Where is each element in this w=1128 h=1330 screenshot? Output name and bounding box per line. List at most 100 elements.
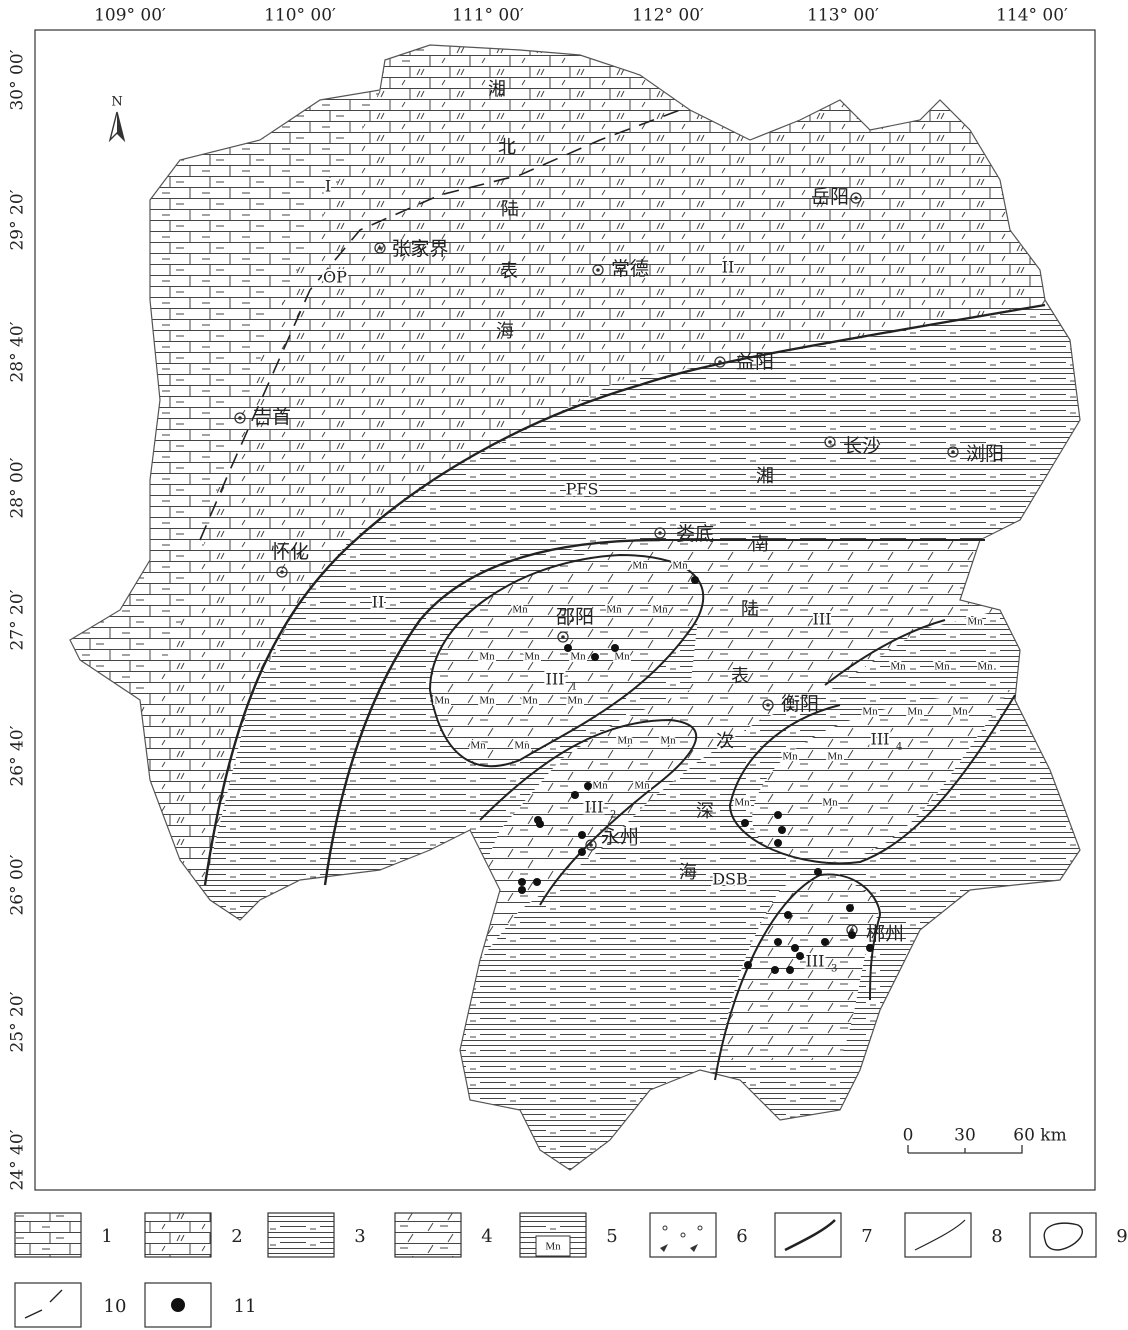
ore-deposit [796, 952, 804, 960]
ore-deposit [786, 966, 794, 974]
longitude-label: 109° 00′ [94, 6, 166, 26]
city-label: 长沙 [843, 435, 881, 457]
scale-label: 0 [903, 1126, 914, 1146]
mn-label: Mn [632, 560, 648, 572]
city-symbol-dot [766, 703, 770, 707]
mn-label: Mn [470, 740, 486, 752]
ore-deposit [814, 868, 822, 876]
map: 109° 00′110° 00′111° 00′112° 00′113° 00′… [0, 0, 1128, 1330]
latitude-label: 29° 20′ [8, 189, 28, 250]
legend-swatch [145, 1213, 211, 1257]
mn-label: Mn [967, 616, 983, 628]
scale-bar [908, 1145, 1022, 1153]
legend-label: 8 [991, 1226, 1002, 1247]
zone-subscript: 2 [610, 810, 616, 821]
city-symbol-dot [854, 196, 858, 200]
zone-label: II [372, 593, 385, 612]
region-label: 表 [500, 261, 518, 282]
city-label: 益阳 [736, 351, 774, 373]
legend-label: 3 [354, 1226, 365, 1247]
region-label: 陆 [501, 199, 519, 220]
mn-label: Mn [524, 651, 540, 663]
longitude-label: 113° 00′ [807, 6, 879, 26]
zone-label: PFS [566, 480, 599, 499]
mn-label: Mn [479, 651, 495, 663]
zone-label: I [325, 177, 331, 196]
ore-deposit [578, 831, 586, 839]
ore-deposit [846, 904, 854, 912]
mn-label: Mn [934, 661, 950, 673]
city-symbol-dot [828, 440, 832, 444]
legend-label: 6 [736, 1226, 747, 1247]
zone-subscript: 4 [896, 742, 902, 753]
north-arrow [110, 112, 124, 140]
ore-deposit [791, 944, 799, 952]
legend-symbol [171, 1298, 185, 1312]
city-symbol-dot [280, 570, 284, 574]
north-label: N [111, 95, 122, 110]
ore-deposit [578, 848, 586, 856]
ore-deposit [866, 944, 874, 952]
legend-label: 5 [606, 1226, 617, 1247]
ore-deposit [774, 811, 782, 819]
mn-label: Mn [514, 740, 530, 752]
city-label: 张家界 [391, 238, 448, 260]
zone-label: III [546, 670, 565, 689]
legend-label: 1 [101, 1226, 112, 1247]
zone-subscript: 1 [571, 682, 577, 693]
legend-swatch [650, 1213, 716, 1257]
latitude-label: 26° 00′ [8, 854, 28, 915]
legend-label: 7 [861, 1226, 872, 1247]
ore-deposit [774, 839, 782, 847]
ore-deposit [536, 820, 544, 828]
mn-label: Mn [827, 751, 843, 763]
mn-label: Mn [567, 695, 583, 707]
region-label: 湘 [488, 79, 506, 100]
mn-label: Mn [522, 695, 538, 707]
ore-deposit [771, 966, 779, 974]
region-label: 南 [751, 534, 769, 555]
ore-deposit [778, 826, 786, 834]
region-label: 陆 [741, 599, 759, 620]
legend-label: 9 [1116, 1226, 1127, 1247]
ore-deposit [518, 886, 526, 894]
latitude-label: 30° 00′ [8, 49, 28, 110]
ore-deposit [564, 644, 572, 652]
mn-label: Mn [890, 661, 906, 673]
region-label: 表 [731, 666, 749, 687]
legend-mn: Mn [545, 1241, 561, 1253]
legend-swatch [905, 1213, 971, 1257]
mn-label: Mn [734, 797, 750, 809]
ore-deposit [591, 653, 599, 661]
region-label: 海 [496, 321, 514, 342]
latitude-label: 28° 40′ [8, 321, 28, 382]
legend-swatch [1030, 1213, 1096, 1257]
city-label: 常德 [611, 258, 649, 280]
mn-label: Mn [592, 780, 608, 792]
legend-swatch [15, 1213, 81, 1257]
zone-label: III [871, 730, 890, 749]
mn-label: Mn [634, 780, 650, 792]
latitude-label: 28° 00′ [8, 457, 28, 518]
region-label: 北 [498, 137, 516, 158]
city-symbol-dot [596, 268, 600, 272]
legend-label: 10 [104, 1296, 127, 1317]
region-label: 深 [696, 801, 714, 822]
ore-deposit [691, 576, 699, 584]
scale-bar-line [908, 1145, 1022, 1153]
zone-subscript: 3 [831, 964, 837, 975]
mn-label: Mn [782, 751, 798, 763]
ore-deposit [848, 931, 856, 939]
city-symbol-dot [658, 531, 662, 535]
ore-deposit [611, 644, 619, 652]
latitude-label: 25° 20′ [8, 991, 28, 1052]
mn-label: Mn [907, 706, 923, 718]
city-symbol-dot [951, 450, 955, 454]
ore-deposit [518, 878, 526, 886]
city-label: 浏阳 [966, 443, 1004, 465]
mn-label: Mn [862, 706, 878, 718]
region-label: 湘 [756, 466, 774, 487]
ore-deposit [584, 782, 592, 790]
mn-label: Mn [434, 695, 450, 707]
ore-deposit [741, 819, 749, 827]
